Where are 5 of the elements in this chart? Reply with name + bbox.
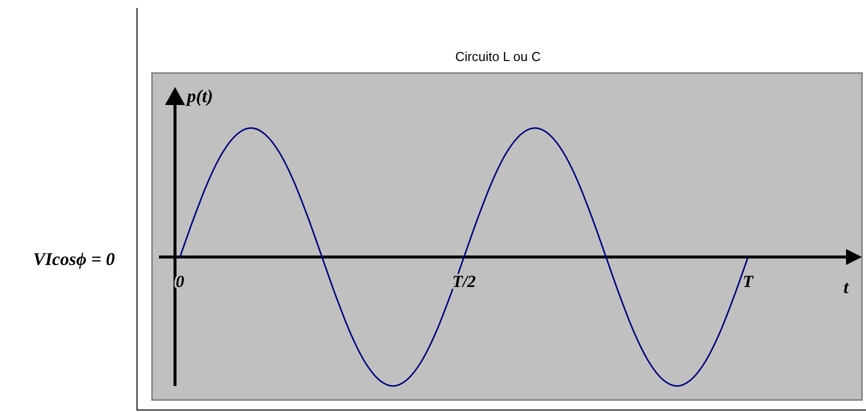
chart-title: Circuito L ou C <box>455 49 541 64</box>
x-tick-label: T <box>742 272 754 291</box>
y-axis-title: p(t) <box>185 86 213 106</box>
text: VIcosϕ = 0 <box>33 249 115 269</box>
x-axis-title: t <box>843 277 850 297</box>
